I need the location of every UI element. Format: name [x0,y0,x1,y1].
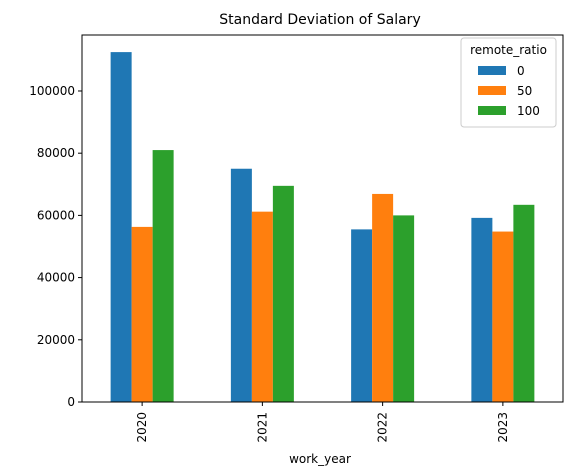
y-axis: 0 20000 40000 60000 80000 100000 [29,84,82,409]
x-tick-label-2021: 2021 [255,412,269,443]
x-tick-label-2022: 2022 [376,412,390,443]
legend-title: remote_ratio [470,43,547,57]
legend-box [460,37,557,128]
y-tick-label: 20000 [37,333,75,347]
bar-2021-ratio-50 [251,211,273,402]
bar-2022-ratio-0 [351,229,373,402]
bars [110,52,535,403]
legend-swatch-0 [478,66,506,75]
legend-label-0: 0 [517,64,525,78]
bar-2022-ratio-50 [372,193,394,402]
bar-2023-ratio-0 [471,217,493,402]
x-axis: 2020 2021 2022 2023 [135,402,510,443]
legend-label-100: 100 [517,104,540,118]
bar-2020-ratio-100 [152,150,174,402]
bar-2023-ratio-100 [513,204,535,402]
x-axis-label: work_year [289,452,351,466]
y-tick-label: 100000 [29,84,75,98]
legend: remote_ratio 0 50 100 [460,37,557,128]
bar-2021-ratio-0 [230,168,252,402]
bar-2020-ratio-50 [131,226,153,402]
y-tick-label: 80000 [37,146,75,160]
bar-2021-ratio-100 [272,185,294,402]
x-tick-label-2023: 2023 [496,412,510,443]
y-tick-label: 40000 [37,271,75,285]
legend-swatch-100 [478,106,506,115]
plot-frame [81,34,564,403]
bar-2023-ratio-50 [492,231,514,402]
y-tick-label: 0 [67,395,75,409]
legend-swatch-50 [478,86,506,95]
y-tick-label: 60000 [37,208,75,222]
bar-2020-ratio-0 [110,52,132,403]
bar-2022-ratio-100 [393,215,415,402]
chart-title: Standard Deviation of Salary [219,12,420,28]
legend-label-50: 50 [517,84,532,98]
x-tick-label-2020: 2020 [135,412,149,443]
